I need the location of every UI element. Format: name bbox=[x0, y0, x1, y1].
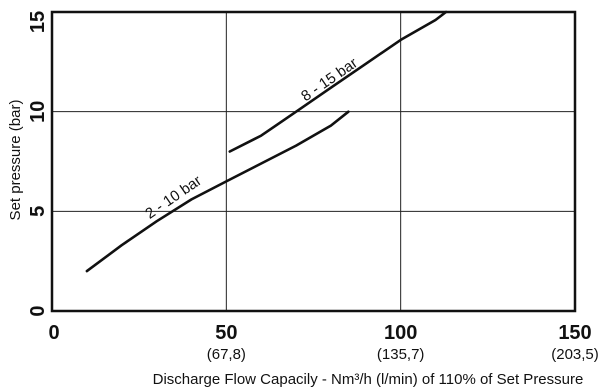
x-axis-label: Discharge Flow Capacily - Nm³/h (l/min) … bbox=[153, 371, 584, 388]
series-line-1 bbox=[228, 10, 448, 153]
y-tick-label: 10 bbox=[27, 101, 49, 123]
grid bbox=[52, 12, 575, 311]
x-tick-label: 0 bbox=[48, 322, 59, 344]
y-tick-label: 15 bbox=[27, 11, 49, 33]
series-label-1: 8 - 15 bar bbox=[298, 55, 361, 105]
x-tick-label: 100 bbox=[384, 322, 417, 344]
x-tick-sublabel: (67,8) bbox=[207, 346, 246, 363]
x-tick-label: 50 bbox=[215, 322, 237, 344]
y-axis-label: Set pressure (bar) bbox=[7, 100, 24, 221]
x-tick-label: 150 bbox=[558, 322, 591, 344]
plot-area bbox=[50, 10, 577, 313]
x-tick-sublabel: (135,7) bbox=[377, 346, 425, 363]
series-line-0 bbox=[85, 110, 350, 273]
plot-frame bbox=[50, 10, 577, 313]
y-tick-label: 0 bbox=[27, 305, 49, 316]
y-tick-label: 5 bbox=[27, 206, 49, 217]
y-tick-labels: 0 5 10 15 bbox=[27, 11, 49, 317]
x-tick-sublabel: (203,5) bbox=[551, 346, 599, 363]
series-lines bbox=[85, 10, 448, 273]
x-tick-labels: 0 50 (67,8) 100 (135,7) 150 (203,5) bbox=[48, 322, 598, 363]
